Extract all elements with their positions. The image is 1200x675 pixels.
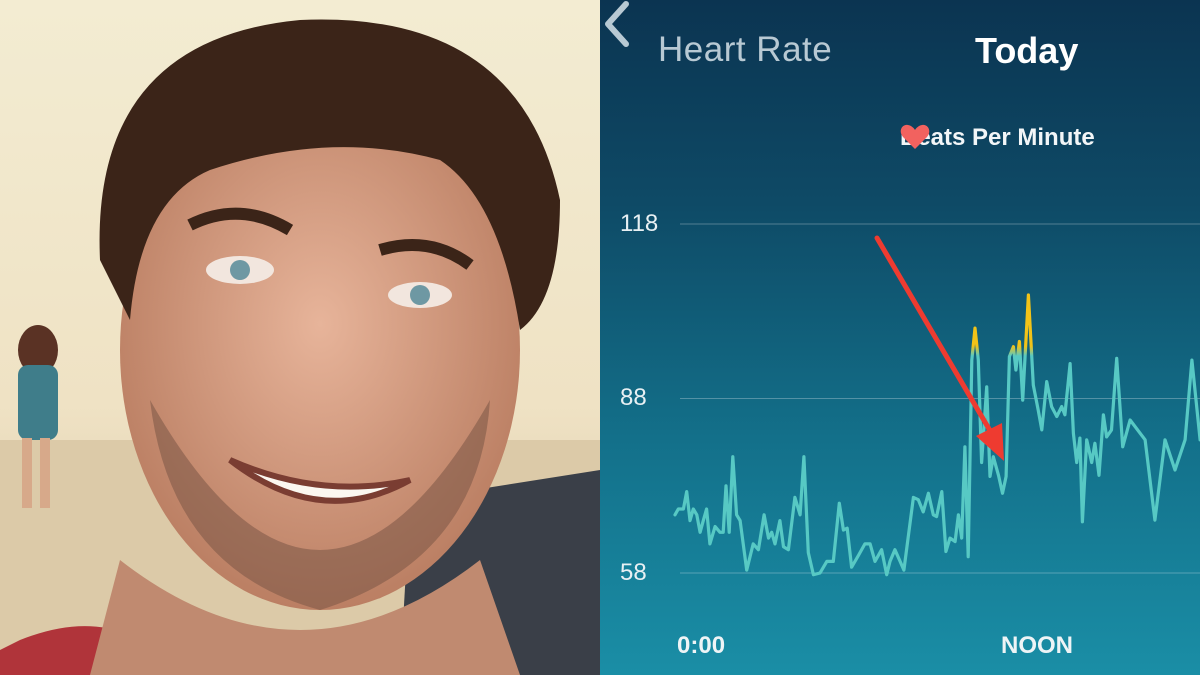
back-button-heart-rate[interactable]: Heart Rate (658, 30, 833, 69)
legend-label: Beats Per Minute (900, 124, 1095, 151)
annotation-arrow-head (976, 423, 1004, 461)
x-tick-label: 0:00 (677, 632, 726, 659)
period-title: Today (975, 30, 1079, 71)
y-tick-label: 88 (620, 384, 647, 411)
heart-rate-chart (673, 223, 1200, 577)
heart-icon (900, 124, 930, 149)
portrait-photo (0, 0, 600, 675)
heart-rate-panel: Heart Rate Today Beats Per Minute 118 88… (600, 0, 1200, 675)
y-tick-label: 58 (620, 559, 647, 586)
y-tick-label: 118 (620, 210, 659, 237)
x-tick-label: NOON (1001, 632, 1073, 659)
back-chevron-icon[interactable] (600, 0, 634, 48)
annotation-arrow-shaft (874, 235, 995, 437)
background-person (18, 325, 58, 508)
chart-legend: Beats Per Minute (900, 124, 1095, 152)
heart-rate-line (673, 293, 1200, 577)
